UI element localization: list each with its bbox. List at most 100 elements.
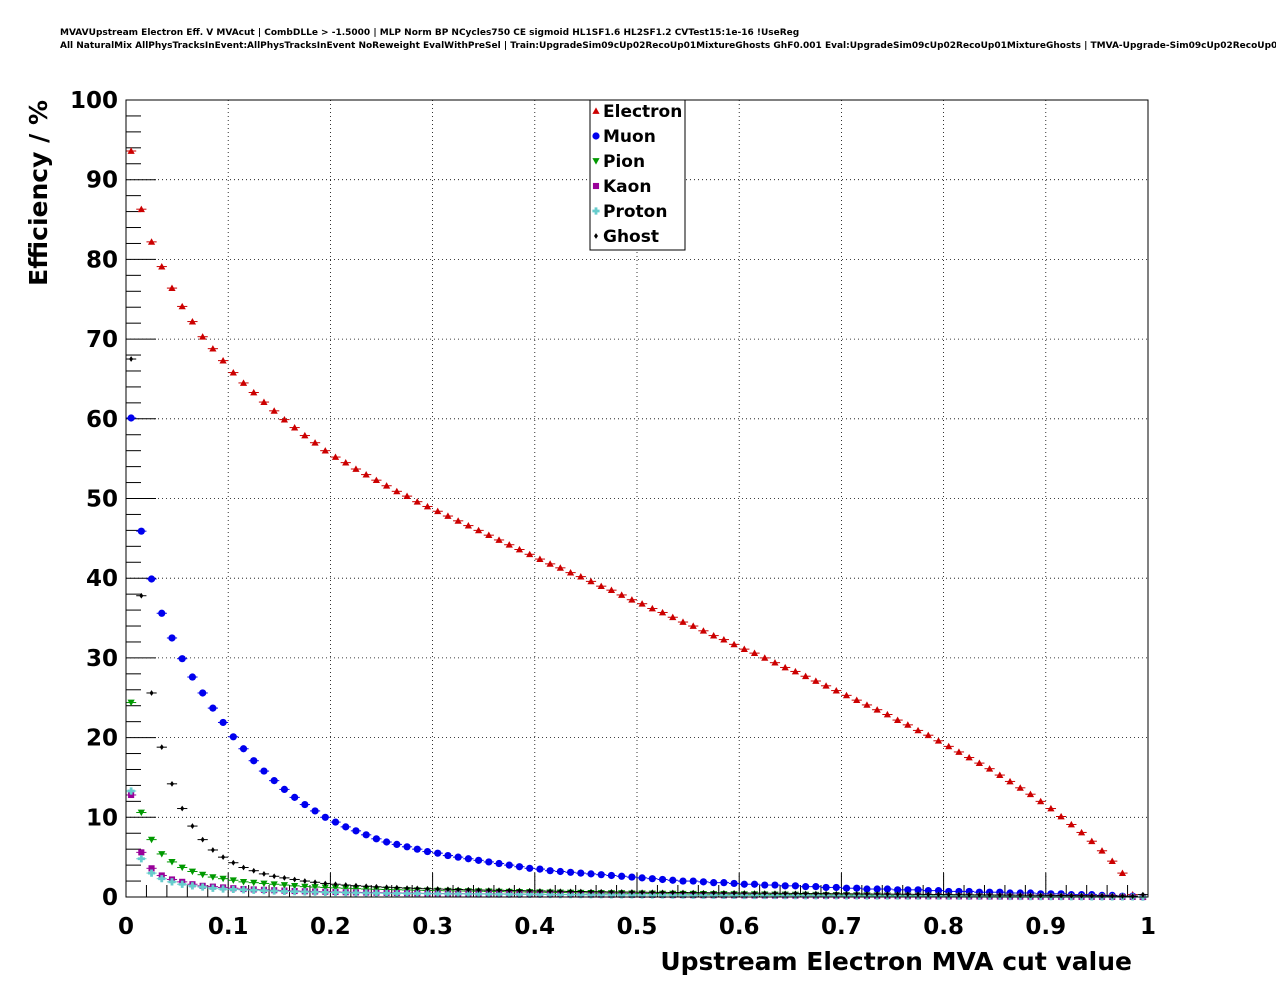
electron-point [1088,837,1096,845]
ghost-point [803,890,808,897]
ghost-point [854,891,859,897]
y-tick-label: 70 [86,327,118,353]
muon-point [904,886,912,894]
electron-point [321,447,329,454]
proton-point [229,885,237,894]
proton-point [526,890,534,898]
ghost-point [353,882,358,889]
muon-point [280,785,289,794]
electron-point [587,577,595,585]
ghost-point [139,592,144,599]
electron-point [546,560,554,567]
proton-point [566,891,575,899]
proton-point [239,886,248,894]
proton-point [444,890,452,898]
proton-point [321,888,329,896]
pion-point [209,874,217,881]
ghost-point [905,891,910,898]
muon-point [260,767,268,775]
electron-point [985,765,994,772]
electron-point [638,600,646,607]
y-axis-title: Efficiency / % [24,100,53,286]
electron-point [842,691,851,699]
electron-point [577,573,585,580]
ghost-point [885,891,890,898]
proton-point [597,891,605,899]
proton-point [393,889,401,898]
ghost-point [1140,891,1145,898]
x-tick-label: 0.1 [208,914,249,940]
y-tick-label: 40 [86,566,118,592]
muon-point [383,838,391,846]
kaon-point [128,791,135,799]
muon-point [209,704,217,712]
ghost-point [210,847,215,853]
electron-point [934,737,943,744]
ghost-point [793,890,798,897]
proton-point [199,883,207,891]
muon-point [618,872,626,880]
ghost-point [568,888,573,895]
muon-point [628,873,636,881]
electron-point [1108,857,1116,865]
pion-point [239,878,248,886]
electron-point [812,677,820,684]
x-tick-label: 0.5 [617,914,658,940]
legend-box [589,99,686,251]
ghost-point [762,890,767,897]
ghost-point [537,888,542,894]
ghost-point [619,889,624,895]
electron-point [914,726,922,734]
electron-point [658,608,667,616]
muon-point [250,757,258,765]
legend-label-proton: Proton [603,202,667,222]
proton-point [556,891,564,899]
ghost-point [681,889,685,896]
pion-point [137,809,145,817]
pion-point [250,879,258,887]
ghost-point [507,887,512,894]
electron-point [618,591,626,598]
ghost-point [364,883,369,890]
electron-point [556,564,564,571]
ghost-point [813,890,818,897]
electron-point [802,672,810,680]
x-tick-label: 0 [118,914,134,940]
electron-point [1047,804,1055,812]
electron-point [403,492,411,499]
muon-point [403,843,411,851]
proton-point [413,889,421,898]
electron-point [965,753,973,761]
electron-point [822,682,830,689]
ghost-point [926,891,931,898]
muon-point [607,871,616,880]
muon-point [750,880,759,888]
ghost-point [875,891,880,897]
proton-point [464,890,472,898]
electron-point [924,731,932,739]
electron-point [168,284,176,291]
electron-point [1006,777,1014,785]
pion-point [301,883,309,891]
muon-point [873,885,881,893]
electron-point [689,622,697,629]
electron-point [669,613,677,621]
muon-point [577,869,585,877]
muon-point [853,884,861,892]
proton-point [618,891,626,899]
electron-point [996,771,1004,778]
electron-point [945,742,953,750]
y-tick-labels: 0 10 20 30 40 50 60 70 80 90 100 [70,88,118,911]
muon-point [291,793,299,801]
proton-point [342,889,350,897]
muon-point [802,883,810,891]
pion-point [311,884,319,891]
y-tick-label: 20 [86,726,118,752]
muon-point [331,818,340,826]
ghost-point [916,891,921,898]
ghost-point [292,876,297,883]
muon-point [710,879,718,887]
muon-point [188,673,197,681]
proton-point [352,889,360,897]
electron-point [413,498,421,505]
